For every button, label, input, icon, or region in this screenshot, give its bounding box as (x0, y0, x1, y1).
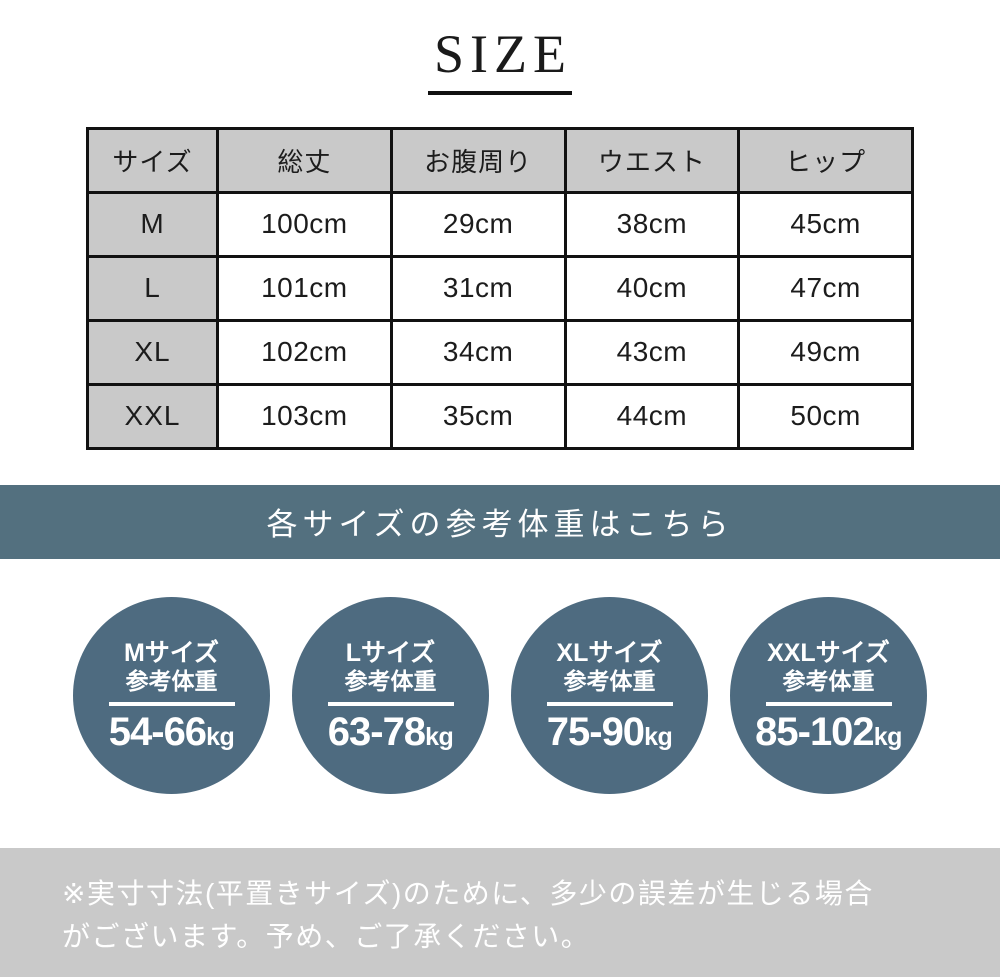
cell-l-length: 101cm (216, 254, 393, 322)
circle-weight-value-m: 54-66 (108, 709, 207, 754)
disclaimer-line-1: ※実寸寸法(平置きサイズ)のために、多少の誤差が生じる場合 (62, 878, 874, 909)
row-size-xxl: XXL (86, 382, 219, 450)
column-header-waist: ウエスト (563, 126, 741, 194)
circle-size-label-l: Lサイズ (345, 638, 436, 667)
circle-weight-xl: 75-90 kg (547, 712, 673, 752)
circle-label-xl: XLサイズ 参考体重 (556, 639, 662, 695)
circle-sublabel-xl: 参考体重 (563, 667, 656, 694)
cell-m-belly: 29cm (389, 190, 567, 258)
circle-divider (327, 701, 454, 706)
circle-sublabel-xxl: 参考体重 (782, 667, 875, 694)
cell-xl-belly: 34cm (389, 318, 567, 386)
row-size-m: M (86, 190, 219, 258)
cell-m-length: 100cm (216, 190, 393, 258)
cell-xxl-belly: 35cm (389, 382, 567, 450)
size-table: サイズ 総丈 お腹周り ウエスト ヒップ M 100cm 29cm 38cm 4… (86, 126, 914, 450)
table-row: L 101cm 31cm 40cm 47cm (86, 254, 914, 322)
circle-label-l: Lサイズ 参考体重 (345, 639, 437, 695)
table-row: XXL 103cm 35cm 44cm 50cm (86, 382, 914, 450)
circle-weight-m: 54-66 kg (109, 712, 235, 752)
cell-xxl-waist: 44cm (563, 382, 741, 450)
cell-xl-waist: 43cm (563, 318, 741, 386)
cell-l-hip: 47cm (737, 254, 914, 322)
circle-size-label-xl: XLサイズ (556, 638, 663, 667)
circle-weight-xxl: 85-102 kg (755, 712, 902, 752)
circle-weight-l: 63-78 kg (328, 712, 454, 752)
title-section: SIZE (0, 0, 1000, 95)
circle-size-label-m: Mサイズ (123, 638, 220, 667)
size-table-container: サイズ 総丈 お腹周り ウエスト ヒップ M 100cm 29cm 38cm 4… (86, 126, 914, 450)
column-header-length: 総丈 (216, 126, 393, 194)
table-row: XL 102cm 34cm 43cm 49cm (86, 318, 914, 386)
circle-weight-value-xl: 75-90 (546, 709, 645, 754)
cell-xxl-hip: 50cm (737, 382, 914, 450)
table-header-row: サイズ 総丈 お腹周り ウエスト ヒップ (86, 126, 914, 194)
circle-weight-value-l: 63-78 (327, 709, 426, 754)
column-header-hip: ヒップ (737, 126, 914, 194)
cell-l-waist: 40cm (563, 254, 741, 322)
weight-circle-xxl: XXLサイズ 参考体重 85-102 kg (730, 596, 927, 794)
row-size-l: L (86, 254, 219, 322)
circle-weight-value-xxl: 85-102 (755, 709, 875, 754)
circle-label-m: Mサイズ 参考体重 (124, 639, 219, 695)
row-size-xl: XL (86, 318, 219, 386)
weight-circles-row: Mサイズ 参考体重 54-66 kg Lサイズ 参考体重 63-78 kg XLサイ… (0, 596, 1000, 794)
circle-sublabel-m: 参考体重 (125, 667, 218, 694)
circle-size-label-xxl: XXLサイズ (767, 638, 890, 667)
circle-weight-unit-l: kg (425, 722, 454, 751)
cell-l-belly: 31cm (389, 254, 567, 322)
circle-sublabel-l: 参考体重 (344, 667, 437, 694)
table-row: M 100cm 29cm 38cm 45cm (86, 190, 914, 258)
banner-text: 各サイズの参考体重はこちら (266, 507, 734, 543)
weight-circle-xl: XLサイズ 参考体重 75-90 kg (511, 596, 708, 794)
cell-m-waist: 38cm (563, 190, 741, 258)
circle-divider (546, 701, 673, 706)
cell-xxl-length: 103cm (216, 382, 393, 450)
cell-xl-hip: 49cm (737, 318, 914, 386)
circle-weight-unit-xl: kg (644, 722, 673, 751)
disclaimer-line-2: がございます。予め、ご了承ください。 (62, 921, 591, 953)
cell-xl-length: 102cm (216, 318, 393, 386)
circle-weight-unit-xxl: kg (873, 722, 903, 751)
circle-weight-unit-m: kg (206, 722, 235, 751)
disclaimer-note: ※実寸寸法(平置きサイズ)のために、多少の誤差が生じる場合 がございます。予め、… (0, 848, 1000, 977)
page-title: SIZE (428, 26, 572, 95)
circle-divider (108, 701, 235, 706)
circle-divider (765, 701, 892, 706)
weight-circle-m: Mサイズ 参考体重 54-66 kg (73, 596, 270, 794)
column-header-belly: お腹周り (389, 126, 567, 194)
reference-weight-banner: 各サイズの参考体重はこちら (0, 484, 1000, 559)
cell-m-hip: 45cm (737, 190, 914, 258)
weight-circle-l: Lサイズ 参考体重 63-78 kg (292, 596, 489, 794)
circle-label-xxl: XXLサイズ 参考体重 (767, 639, 890, 695)
column-header-size: サイズ (86, 126, 219, 194)
